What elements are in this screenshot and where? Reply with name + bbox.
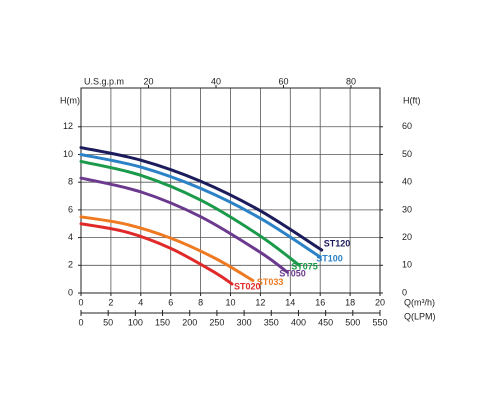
x3-tick-label: 300: [237, 317, 252, 327]
pump-curve: [79, 146, 324, 252]
x2-tick-label: 20: [143, 76, 153, 86]
curve-label: ST075: [291, 262, 318, 272]
pump-curve: [79, 152, 322, 259]
x2-tick-label: 40: [211, 76, 221, 86]
x-axis-title: Q(m³/h): [404, 297, 435, 307]
x3-tick-label: 400: [291, 317, 306, 327]
plot-frame: [80, 87, 381, 294]
x-tick-label: 2: [108, 297, 113, 307]
x-tick-label: 12: [255, 297, 265, 307]
x-tick-label: 8: [198, 297, 203, 307]
x-tick-label: 6: [168, 297, 173, 307]
x3-tick-label: 250: [209, 317, 224, 327]
y-axis-title: H(m): [60, 95, 80, 105]
y-tick-label: 12: [63, 121, 73, 131]
y-tick-label: 8: [68, 177, 73, 187]
y-tick-label: 6: [68, 204, 73, 214]
pump-curve: [79, 222, 234, 286]
y2-axis-title: H(ft): [403, 95, 421, 105]
x3-tick-label: 0: [78, 317, 83, 327]
pump-curve: [79, 176, 289, 274]
y-tick-label: 2: [68, 260, 73, 270]
x2-tick-label: 60: [278, 76, 288, 86]
x-tick-label: 18: [345, 297, 355, 307]
curve-label: ST033: [257, 277, 284, 287]
x3-tick-label: 50: [103, 317, 113, 327]
curve-label: ST020: [234, 281, 261, 291]
x3-tick-label: 350: [264, 317, 279, 327]
y-tick-label: 10: [63, 149, 73, 159]
x-tick-label: 20: [375, 297, 385, 307]
curve-label: ST100: [316, 253, 343, 263]
y2-tick-label: 10: [402, 260, 412, 270]
y2-tick-label: 0: [402, 287, 407, 297]
x-tick-label: 10: [225, 297, 235, 307]
x2-tick-label: 80: [346, 76, 356, 86]
curve-label: ST050: [279, 269, 306, 279]
x3-axis-title: Q(LPM): [404, 311, 436, 321]
x3-tick-label: 550: [372, 317, 387, 327]
x3-tick-label: 500: [345, 317, 360, 327]
x3-tick-label: 200: [182, 317, 197, 327]
x-tick-label: 4: [138, 297, 143, 307]
x3-tick-label: 150: [155, 317, 170, 327]
y2-tick-label: 20: [402, 232, 412, 242]
x3-tick-label: 450: [318, 317, 333, 327]
pump-curve: [79, 159, 301, 267]
curve-label: ST120: [324, 238, 351, 248]
y2-tick-label: 30: [402, 204, 412, 214]
y-tick-label: 0: [68, 287, 73, 297]
y2-tick-label: 40: [402, 177, 412, 187]
y2-tick-label: 60: [402, 121, 412, 131]
pump-curve: [79, 215, 255, 283]
y2-tick-label: 50: [402, 149, 412, 159]
x-tick-label: 14: [285, 297, 295, 307]
x-tick-label: 16: [315, 297, 325, 307]
x-tick-label: 0: [78, 297, 83, 307]
y-tick-label: 4: [68, 232, 73, 242]
top-axis-title: U.S.g.p.m: [84, 76, 124, 86]
x3-tick-label: 100: [128, 317, 143, 327]
